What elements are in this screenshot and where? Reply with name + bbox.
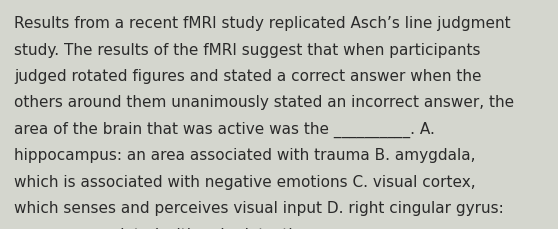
Text: which is associated with negative emotions C. visual cortex,: which is associated with negative emotio… [14,174,475,189]
Text: others around them unanimously stated an incorrect answer, the: others around them unanimously stated an… [14,95,514,110]
Text: hippocampus: an area associated with trauma B. amygdala,: hippocampus: an area associated with tra… [14,148,475,163]
Text: study. The results of the fMRI suggest that when participants: study. The results of the fMRI suggest t… [14,42,480,57]
Text: an area associated with pain detection: an area associated with pain detection [14,227,311,229]
Text: area of the brain that was active was the __________. A.: area of the brain that was active was th… [14,121,435,137]
Text: which senses and perceives visual input D. right cingular gyrus:: which senses and perceives visual input … [14,200,504,215]
Text: Results from a recent fMRI study replicated Asch’s line judgment: Results from a recent fMRI study replica… [14,16,511,31]
Text: judged rotated figures and stated a correct answer when the: judged rotated figures and stated a corr… [14,69,482,84]
